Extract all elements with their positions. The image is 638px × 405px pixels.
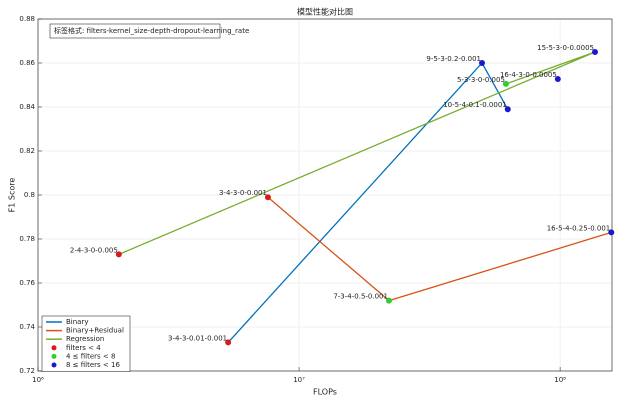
- point-label: 16-5-4-0.25-0.001: [547, 224, 611, 232]
- scatter-point: [608, 229, 615, 236]
- point-label: 15-5-3-0-0.0005: [537, 44, 594, 52]
- scatter-point: [554, 76, 561, 83]
- legend-marker: [51, 362, 57, 368]
- legend-label: Binary: [66, 318, 89, 326]
- legend-marker: [51, 353, 57, 359]
- point-label: 5-3-3-0-0.005: [457, 76, 505, 84]
- scatter-point: [504, 106, 511, 113]
- y-tick-label: 0.88: [19, 15, 35, 23]
- point-label: 10-5-4-0.1-0.0001: [443, 101, 507, 109]
- y-tick-label: 0.86: [19, 59, 35, 67]
- annotation: 标签格式: filters-kernel_size-depth-dropout-…: [54, 26, 249, 35]
- y-tick-label: 0.78: [19, 235, 35, 243]
- legend-label: Binary+Residual: [66, 327, 124, 335]
- annotation-box: [49, 23, 221, 39]
- scatter-point: [591, 49, 598, 55]
- y-tick-label: 0.74: [19, 323, 35, 331]
- legend-label: filters < 4: [66, 344, 101, 352]
- point-label: 3-4-3-0-0.001: [219, 189, 267, 197]
- point-label: 2-4-3-0-0.005: [70, 246, 118, 254]
- point-label: 7-3-4-0.5-0.001: [333, 293, 388, 301]
- legend-label: 8 ≤ filters < 16: [66, 361, 120, 369]
- y-tick-label: 0.84: [19, 103, 35, 111]
- legend-box: [41, 315, 131, 372]
- y-tick-label: 0.72: [19, 367, 35, 375]
- scatter-point: [225, 339, 232, 346]
- scatter-point: [502, 80, 509, 87]
- y-tick-label: 0.8: [24, 191, 35, 199]
- legend-marker: [51, 345, 57, 351]
- point-label: 3-4-3-0.01-0.001: [168, 334, 227, 342]
- point-label: 16-4-3-0-0.0005: [500, 71, 557, 79]
- point-label: 9-5-3-0.2-0.001: [426, 55, 481, 63]
- scatter-point: [264, 194, 271, 201]
- y-tick-label: 0.76: [19, 279, 35, 287]
- x-tick-label: 10⁷: [293, 376, 305, 384]
- x-tick-label: 10⁶: [32, 376, 44, 384]
- y-axis-label: F1 Score: [8, 178, 17, 213]
- scatter-point: [385, 297, 392, 304]
- legend-label: Regression: [66, 335, 104, 343]
- chart-title: 模型性能对比图: [297, 7, 353, 17]
- x-tick-label: 10⁸: [554, 376, 566, 384]
- legend-label: 4 ≤ filters < 8: [66, 352, 115, 360]
- plot-frame: [37, 18, 613, 372]
- x-axis-label: FLOPs: [313, 388, 337, 397]
- scatter-point: [479, 60, 486, 66]
- scatter-point: [115, 251, 122, 258]
- y-tick-label: 0.82: [19, 147, 35, 155]
